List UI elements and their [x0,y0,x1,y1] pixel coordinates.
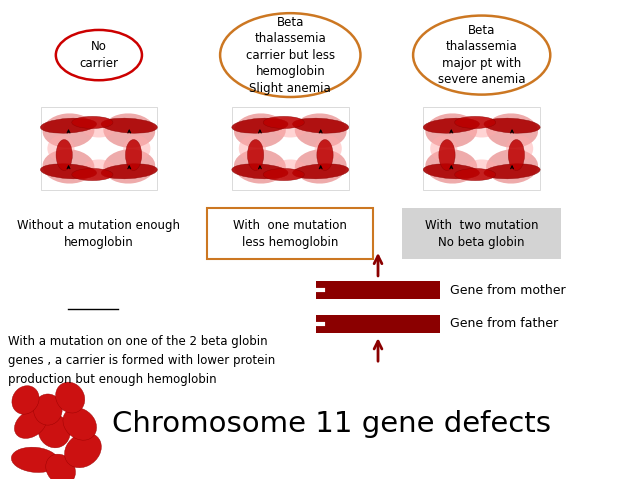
Ellipse shape [232,118,288,133]
Ellipse shape [439,139,455,171]
Ellipse shape [56,139,72,171]
Ellipse shape [486,149,538,183]
Ellipse shape [101,164,158,179]
Ellipse shape [15,410,47,438]
Ellipse shape [101,118,158,133]
Text: Beta
thalassemia
carrier but less
hemoglobin
Slight anemia: Beta thalassemia carrier but less hemogl… [246,16,335,94]
FancyBboxPatch shape [232,107,348,190]
Ellipse shape [12,386,39,414]
Ellipse shape [295,114,346,148]
Ellipse shape [263,116,304,128]
Ellipse shape [47,136,75,161]
Ellipse shape [103,149,155,183]
Text: Chromosome 11 gene defects: Chromosome 11 gene defects [112,410,551,438]
Text: With  one mutation
less hemoglobin: With one mutation less hemoglobin [234,218,347,249]
Ellipse shape [82,160,116,180]
FancyBboxPatch shape [402,208,561,259]
Ellipse shape [248,139,263,171]
Ellipse shape [293,164,349,179]
Ellipse shape [464,160,499,180]
Ellipse shape [430,136,457,161]
Text: With  two mutation
No beta globin: With two mutation No beta globin [425,218,538,249]
Ellipse shape [40,164,96,179]
Ellipse shape [454,116,496,128]
Ellipse shape [273,160,308,180]
Ellipse shape [508,139,524,171]
Ellipse shape [413,16,550,95]
Ellipse shape [234,114,286,148]
Ellipse shape [56,30,142,80]
Ellipse shape [295,149,346,183]
Ellipse shape [273,117,308,137]
Ellipse shape [43,149,94,183]
Ellipse shape [71,169,113,181]
Ellipse shape [263,169,304,181]
Ellipse shape [46,454,75,479]
Ellipse shape [43,114,94,148]
Ellipse shape [426,149,477,183]
Ellipse shape [506,136,533,161]
Ellipse shape [426,114,477,148]
Ellipse shape [63,408,96,440]
Ellipse shape [484,118,540,133]
Ellipse shape [486,114,538,148]
FancyBboxPatch shape [316,315,440,333]
FancyBboxPatch shape [316,281,440,299]
Ellipse shape [423,118,479,133]
Text: Gene from father: Gene from father [450,317,558,331]
Ellipse shape [484,164,540,179]
Ellipse shape [38,414,70,448]
Ellipse shape [293,118,349,133]
Ellipse shape [454,169,496,181]
Ellipse shape [239,136,266,161]
Ellipse shape [82,117,116,137]
Ellipse shape [317,139,333,171]
Ellipse shape [315,136,342,161]
Ellipse shape [423,164,479,179]
Ellipse shape [232,164,288,179]
Ellipse shape [123,136,151,161]
Ellipse shape [464,117,499,137]
Ellipse shape [34,394,62,425]
FancyBboxPatch shape [207,208,373,259]
Text: Beta
thalassemia
major pt with
severe anemia: Beta thalassemia major pt with severe an… [438,24,526,86]
Text: With a mutation on one of the 2 beta globin
genes , a carrier is formed with low: With a mutation on one of the 2 beta glo… [8,335,275,386]
Ellipse shape [56,382,85,413]
Ellipse shape [220,13,360,97]
Text: Without a mutation enough
hemoglobin: Without a mutation enough hemoglobin [17,218,181,249]
Ellipse shape [126,139,142,171]
Ellipse shape [11,447,59,472]
Ellipse shape [40,118,96,133]
FancyBboxPatch shape [41,107,157,190]
Ellipse shape [71,116,113,128]
FancyBboxPatch shape [424,107,540,190]
Ellipse shape [103,114,155,148]
Ellipse shape [64,433,101,468]
Text: Gene from mother: Gene from mother [450,284,565,297]
Ellipse shape [234,149,286,183]
Text: No
carrier: No carrier [79,40,119,70]
